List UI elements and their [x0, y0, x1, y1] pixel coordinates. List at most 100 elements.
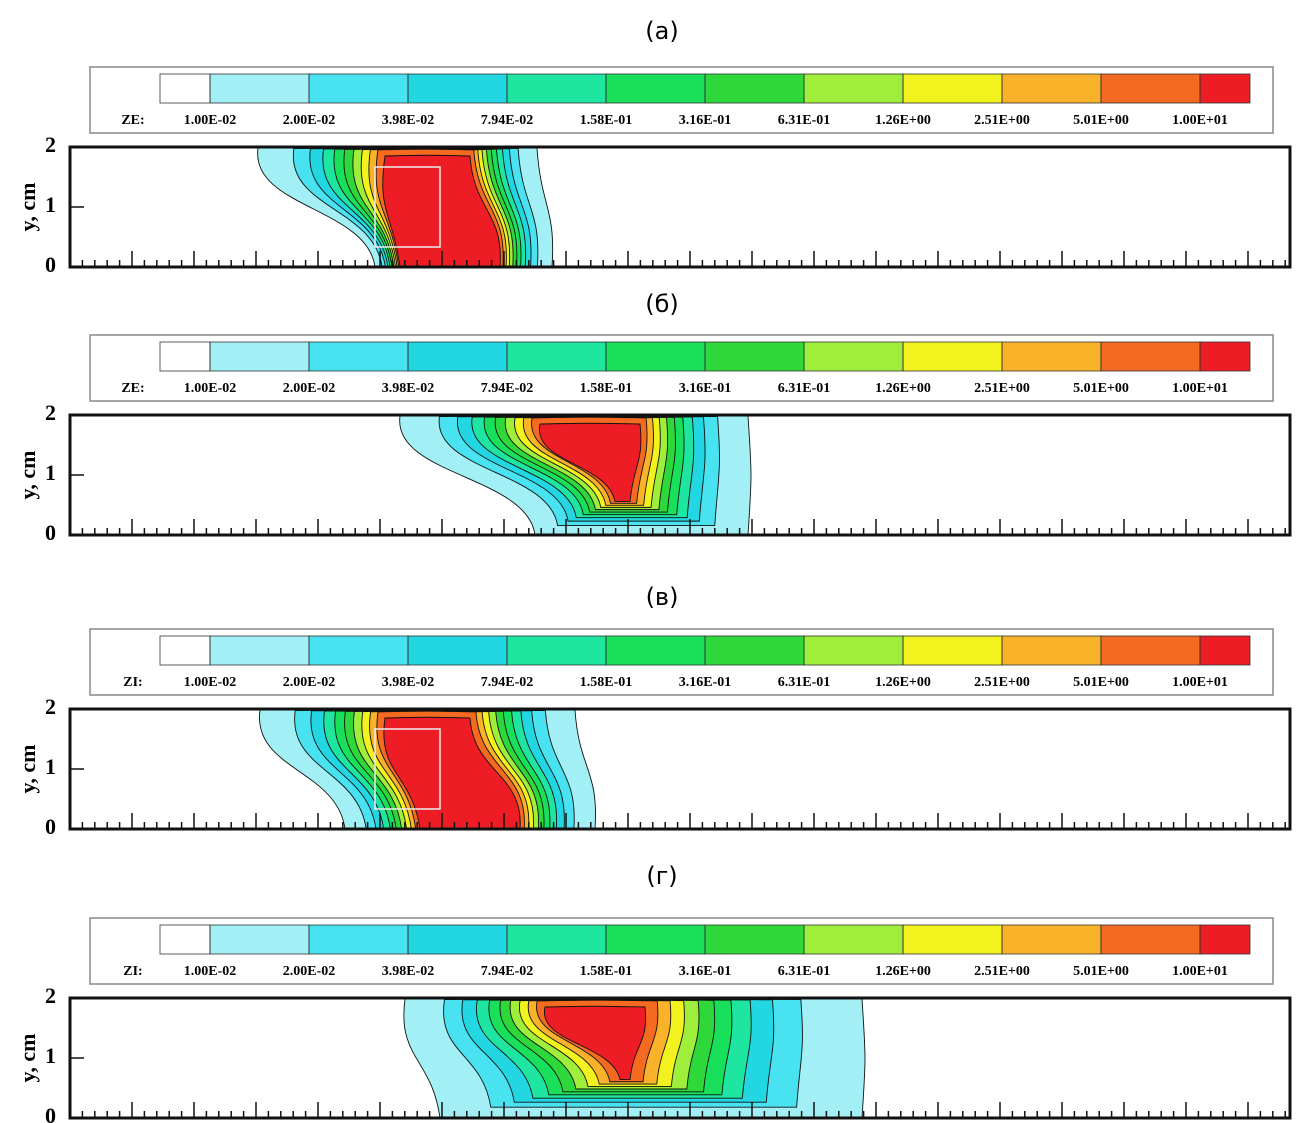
colorbar-cell — [803, 635, 904, 666]
colorbar-cell — [308, 635, 409, 666]
colorbar-cell — [803, 73, 904, 104]
colorbar-cell — [1199, 924, 1251, 955]
colorbar-tick-label: 1.00E+01 — [1172, 381, 1228, 396]
colorbar-tick-label: 6.31E-01 — [778, 675, 831, 690]
colorbar-cell — [159, 635, 211, 666]
colorbar-tick-label: 5.01E+00 — [1073, 675, 1129, 690]
colorbar-tick-label: 3.16E-01 — [679, 964, 732, 979]
colorbar-tick-label: 7.94E-02 — [481, 381, 534, 396]
contour-region — [544, 1005, 647, 1081]
colorbar-tick-label: 5.01E+00 — [1073, 964, 1129, 979]
contour-region — [383, 716, 521, 830]
colorbar-cell — [1100, 635, 1201, 666]
colorbar-cell — [1001, 73, 1102, 104]
colorbar-cell — [159, 924, 211, 955]
contour-region — [382, 154, 501, 268]
y-tick-label: 1 — [45, 460, 56, 485]
colorbar-cell — [407, 635, 508, 666]
colorbar-tick-label: 7.94E-02 — [481, 675, 534, 690]
colorbar-cell — [209, 635, 310, 666]
panel: (г) ZI: 1.00E-02 2.00E-02 3.98E-02 7.94E-02 1.… — [15, 862, 1292, 1123]
y-tick-label: 1 — [45, 1043, 56, 1068]
colorbar-cell — [506, 924, 607, 955]
colorbar-label: ZI: — [123, 675, 142, 690]
colorbar-tick-label: 7.94E-02 — [481, 964, 534, 979]
colorbar-tick-label: 1.58E-01 — [580, 964, 633, 979]
panel: (в) ZI: 1.00E-02 2.00E-02 3.98E-02 7.94E-02 1.… — [15, 583, 1292, 839]
y-axis-label: y, cm — [15, 451, 40, 500]
colorbar-cell — [902, 924, 1003, 955]
colorbar-cell — [407, 924, 508, 955]
colorbar-tick-label: 1.00E+01 — [1172, 964, 1228, 979]
colorbar-cell — [1100, 924, 1201, 955]
colorbar-tick-label: 1.26E+00 — [875, 381, 931, 396]
colorbar-cell — [803, 341, 904, 372]
colorbar-cell — [159, 73, 211, 104]
plot-frame — [68, 707, 1292, 831]
y-axis-label: y, cm — [15, 745, 40, 794]
colorbar-cell — [902, 73, 1003, 104]
colorbar-tick-label: 2.51E+00 — [974, 113, 1030, 128]
y-tick-label: 0 — [45, 814, 56, 839]
colorbar-tick-label: 1.00E-02 — [184, 113, 237, 128]
panel-title: (а) — [645, 17, 678, 45]
contour-region — [539, 422, 642, 502]
colorbar-tick-label: 1.26E+00 — [875, 675, 931, 690]
colorbar-cell — [308, 73, 409, 104]
y-axis-label: y, cm — [15, 183, 40, 232]
colorbar-cell — [308, 924, 409, 955]
colorbar-label: ZI: — [123, 964, 142, 979]
colorbar-tick-label: 1.58E-01 — [580, 381, 633, 396]
y-tick-label: 2 — [45, 694, 56, 719]
colorbar-tick-label: 3.16E-01 — [679, 381, 732, 396]
colorbar-cell — [209, 73, 310, 104]
colorbar-tick-label: 2.51E+00 — [974, 381, 1030, 396]
colorbar-tick-label: 1.26E+00 — [875, 964, 931, 979]
colorbar-tick-label: 2.00E-02 — [283, 964, 336, 979]
y-tick-label: 0 — [45, 252, 56, 277]
colorbar-tick-label: 1.00E-02 — [184, 964, 237, 979]
y-axis-label: y, cm — [15, 1034, 40, 1083]
highlight-box — [374, 728, 441, 810]
y-tick-label: 1 — [45, 192, 56, 217]
colorbar-tick-label: 1.00E-02 — [184, 675, 237, 690]
colorbar-tick-label: 3.98E-02 — [382, 964, 435, 979]
colorbar-cell — [407, 73, 508, 104]
colorbar-cell — [605, 341, 706, 372]
colorbar-cell — [605, 924, 706, 955]
y-tick-label: 0 — [45, 520, 56, 545]
colorbar-cell — [1001, 924, 1102, 955]
colorbar-tick-label: 3.16E-01 — [679, 113, 732, 128]
colorbar-cell — [605, 635, 706, 666]
plot-frame — [68, 145, 1292, 269]
panel: (б) ZE: 1.00E-02 2.00E-02 3.98E-02 7.94E-02 1.… — [15, 290, 1292, 545]
colorbar-cell — [704, 73, 805, 104]
colorbar-tick-label: 2.00E-02 — [283, 113, 336, 128]
colorbar-tick-label: 2.51E+00 — [974, 964, 1030, 979]
colorbar-tick-label: 1.58E-01 — [580, 675, 633, 690]
colorbar-tick-label: 7.94E-02 — [481, 113, 534, 128]
colorbar-cell — [605, 73, 706, 104]
panel-title: (г) — [646, 862, 677, 890]
colorbar-tick-label: 2.51E+00 — [974, 675, 1030, 690]
colorbar-cell — [803, 924, 904, 955]
colorbar-tick-label: 1.00E+01 — [1172, 675, 1228, 690]
colorbar-tick-label: 6.31E-01 — [778, 381, 831, 396]
highlight-box — [374, 166, 441, 248]
colorbar-tick-label: 3.98E-02 — [382, 675, 435, 690]
colorbar-cell — [1001, 635, 1102, 666]
colorbar-cell — [209, 924, 310, 955]
y-tick-label: 2 — [45, 983, 56, 1008]
colorbar-cell — [704, 341, 805, 372]
colorbar-cell — [1199, 635, 1251, 666]
colorbar-tick-label: 1.26E+00 — [875, 113, 931, 128]
colorbar-cell — [159, 341, 211, 372]
colorbar-cell — [1100, 73, 1201, 104]
colorbar-cell — [506, 635, 607, 666]
y-tick-label: 1 — [45, 754, 56, 779]
colorbar-cell — [902, 635, 1003, 666]
colorbar-tick-label: 3.98E-02 — [382, 113, 435, 128]
colorbar-cell — [1199, 73, 1251, 104]
colorbar-tick-label: 2.00E-02 — [283, 381, 336, 396]
